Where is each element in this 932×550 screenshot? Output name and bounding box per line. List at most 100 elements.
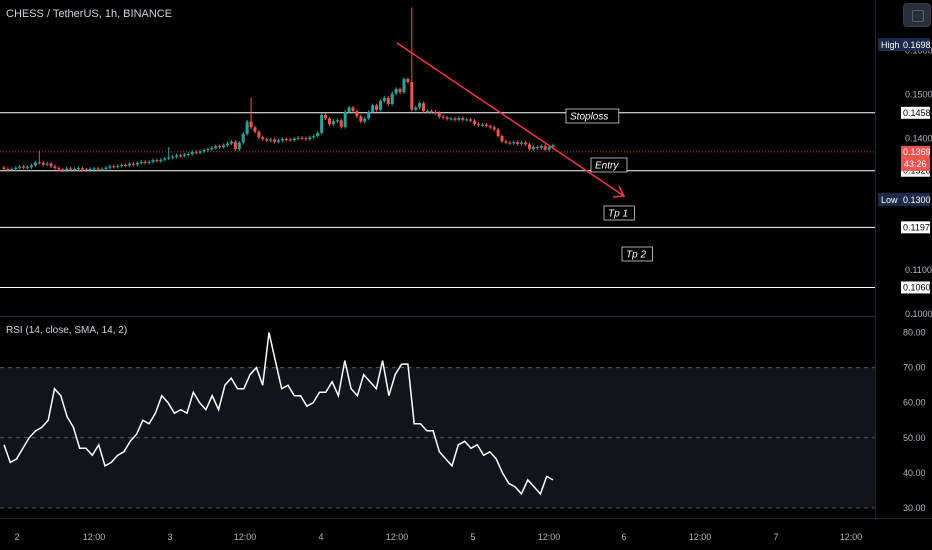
tp2-label[interactable]: Tp 2 [621,246,653,262]
candle[interactable] [527,144,531,150]
snapshot-button[interactable] [903,3,931,27]
candle[interactable] [112,166,116,168]
candle[interactable] [194,151,198,153]
candle[interactable] [6,168,10,170]
stoploss-label[interactable]: Stoploss [565,108,620,124]
candle[interactable] [433,111,437,113]
candle[interactable] [480,124,484,126]
candle[interactable] [22,166,26,168]
candle[interactable] [406,79,410,83]
candle[interactable] [151,160,155,162]
candle[interactable] [343,111,347,127]
candle[interactable] [375,105,379,110]
candle[interactable] [33,162,37,166]
candle[interactable] [441,116,445,118]
candle[interactable] [394,89,398,94]
candle[interactable] [53,166,57,169]
candle[interactable] [69,168,73,170]
candle[interactable] [457,118,461,120]
candle[interactable] [233,141,237,150]
candle[interactable] [88,168,92,171]
candle[interactable] [535,147,539,149]
candle[interactable] [390,93,394,105]
candle[interactable] [155,160,159,162]
candle[interactable] [178,155,182,157]
candle[interactable] [277,140,280,142]
candle[interactable] [37,162,41,164]
candle[interactable] [386,97,390,105]
candle[interactable] [273,139,277,142]
candle[interactable] [363,118,367,122]
candle[interactable] [496,129,500,137]
candle[interactable] [547,147,551,150]
candle[interactable] [163,158,167,160]
candle[interactable] [284,139,288,141]
candle[interactable] [426,111,430,113]
candle[interactable] [539,146,543,148]
candle[interactable] [45,163,49,165]
candle[interactable] [229,141,233,144]
candle[interactable] [484,124,488,126]
candle[interactable] [316,132,320,137]
candle[interactable] [308,137,312,140]
candle[interactable] [241,133,245,143]
rsi-line[interactable] [3,332,554,496]
candle[interactable] [198,151,202,153]
candle[interactable] [214,146,218,148]
candle[interactable] [80,168,84,170]
candle[interactable] [175,155,179,157]
candle[interactable] [508,142,512,144]
candle[interactable] [410,82,414,110]
candle[interactable] [296,137,300,139]
candle[interactable] [300,137,304,139]
candle[interactable] [171,156,175,158]
candle[interactable] [382,97,386,101]
candle[interactable] [320,114,324,133]
candle[interactable] [327,118,331,125]
candle[interactable] [551,145,555,148]
candle[interactable] [249,121,253,128]
candle[interactable] [355,111,359,117]
candle[interactable] [371,105,375,112]
candle[interactable] [73,168,77,170]
candle[interactable] [253,127,257,132]
candle[interactable] [49,163,53,167]
candle[interactable] [131,163,135,165]
candle[interactable] [339,120,343,127]
candle[interactable] [418,103,422,108]
candle[interactable] [190,151,194,155]
candle[interactable] [492,127,496,130]
candle[interactable] [210,147,214,150]
trend-arrow[interactable] [396,42,625,197]
candle[interactable] [104,167,108,169]
candle[interactable] [116,165,120,167]
candle[interactable] [429,111,433,113]
candle[interactable] [347,107,351,112]
candle[interactable] [543,146,547,150]
candle[interactable] [414,107,418,110]
candle[interactable] [167,157,171,159]
candle[interactable] [476,124,480,126]
candle[interactable] [324,114,328,119]
candle[interactable] [359,116,363,122]
candle[interactable] [206,149,210,151]
candle[interactable] [65,168,69,171]
candle[interactable] [265,139,269,141]
candle[interactable] [520,142,524,144]
candle[interactable] [100,168,104,170]
candle[interactable] [367,111,371,119]
candle[interactable] [237,142,241,150]
candle[interactable] [312,136,316,138]
candle[interactable] [245,121,249,134]
candle[interactable] [449,118,453,120]
candle[interactable] [488,125,492,128]
candle[interactable] [512,142,516,144]
candle[interactable] [202,150,206,152]
candle[interactable] [41,162,45,165]
candle[interactable] [135,162,139,165]
candle[interactable] [10,168,14,170]
candle[interactable] [61,169,65,171]
candle[interactable] [226,143,230,146]
candle[interactable] [143,161,147,163]
